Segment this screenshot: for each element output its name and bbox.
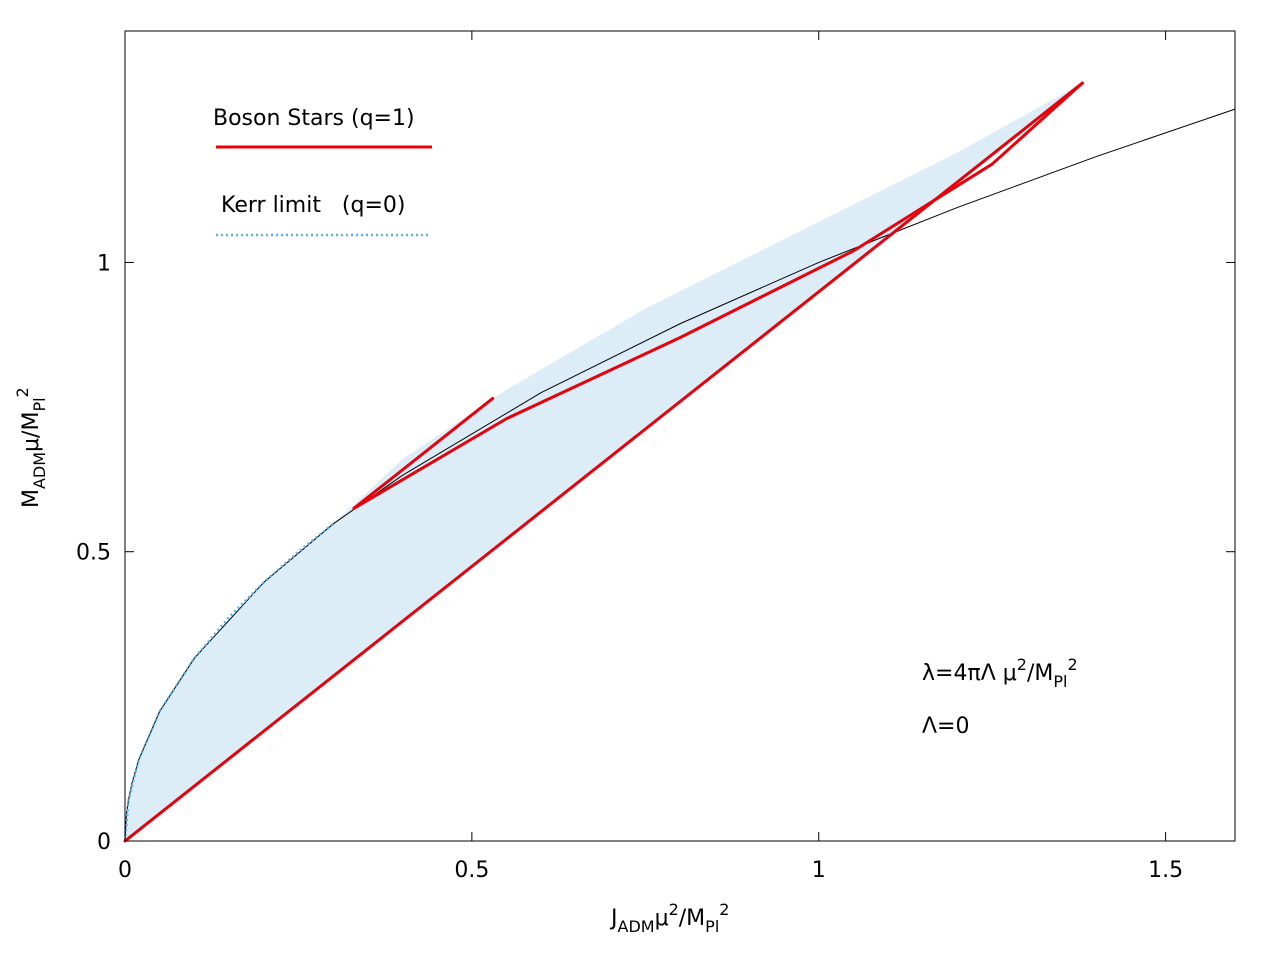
annotation-lambda-sup: 2: [1017, 655, 1027, 674]
legend-label-boson-stars: Boson Stars (q=1): [213, 106, 415, 131]
y-axis-title: MADMμ/MPl2: [13, 387, 49, 508]
annotation-lambda-mid: /M: [1027, 661, 1053, 686]
y-tick-label-1: 0.5: [76, 541, 111, 566]
x-axis-title: JADMμ2/MPl2: [609, 900, 729, 936]
annotation-lambda-pre: λ=4πΛ μ: [922, 661, 1017, 686]
y-axis-title-sub: ADM: [30, 452, 49, 489]
legend-label-kerr-limit: Kerr limit (q=0): [221, 193, 406, 218]
x-axis-title-sup2: 2: [719, 900, 729, 919]
y-tick-label-2: 1: [97, 251, 111, 276]
x-tick-label-1: 0.5: [454, 858, 489, 883]
y-axis-title-base: M: [19, 489, 44, 508]
series-boson-spur: [352, 396, 495, 510]
x-axis-title-sub: ADM: [618, 917, 655, 936]
y-axis-title-sub2: Pl: [30, 397, 49, 411]
x-axis-title-sub2: Pl: [705, 917, 719, 936]
annotation-lambda-sup2: 2: [1067, 655, 1077, 674]
annotation-lambda-sub: Pl: [1053, 672, 1067, 691]
x-axis-title-base: J: [609, 906, 618, 931]
series-boson-lower-edge: [123, 81, 1084, 843]
x-tick-label-2: 1: [812, 858, 826, 883]
x-axis-title-sup: 2: [669, 900, 679, 919]
x-tick-label-0: 0: [118, 858, 132, 883]
x-axis-title-mid: μ: [655, 906, 669, 931]
y-axis-title-sup2: 2: [13, 387, 32, 397]
annotation-lambda-definition: λ=4πΛ μ2/MPl2: [922, 655, 1078, 691]
ticks-layer: 0 0.5 1 1.5 0 0.5 1: [76, 31, 1235, 883]
annotation-lambda-value: Λ=0: [922, 714, 969, 739]
x-tick-label-3: 1.5: [1148, 858, 1183, 883]
series-boson-upper-branch: [352, 81, 1084, 510]
plot-layer: [123, 81, 1236, 843]
y-tick-label-0: 0: [97, 830, 111, 855]
plot-frame: [124, 30, 1236, 842]
legend: Boson Stars (q=1) Kerr limit (q=0): [213, 106, 432, 237]
x-axis-title-slash: /M: [679, 906, 705, 931]
y-axis-title-mid: μ/M: [19, 412, 44, 452]
